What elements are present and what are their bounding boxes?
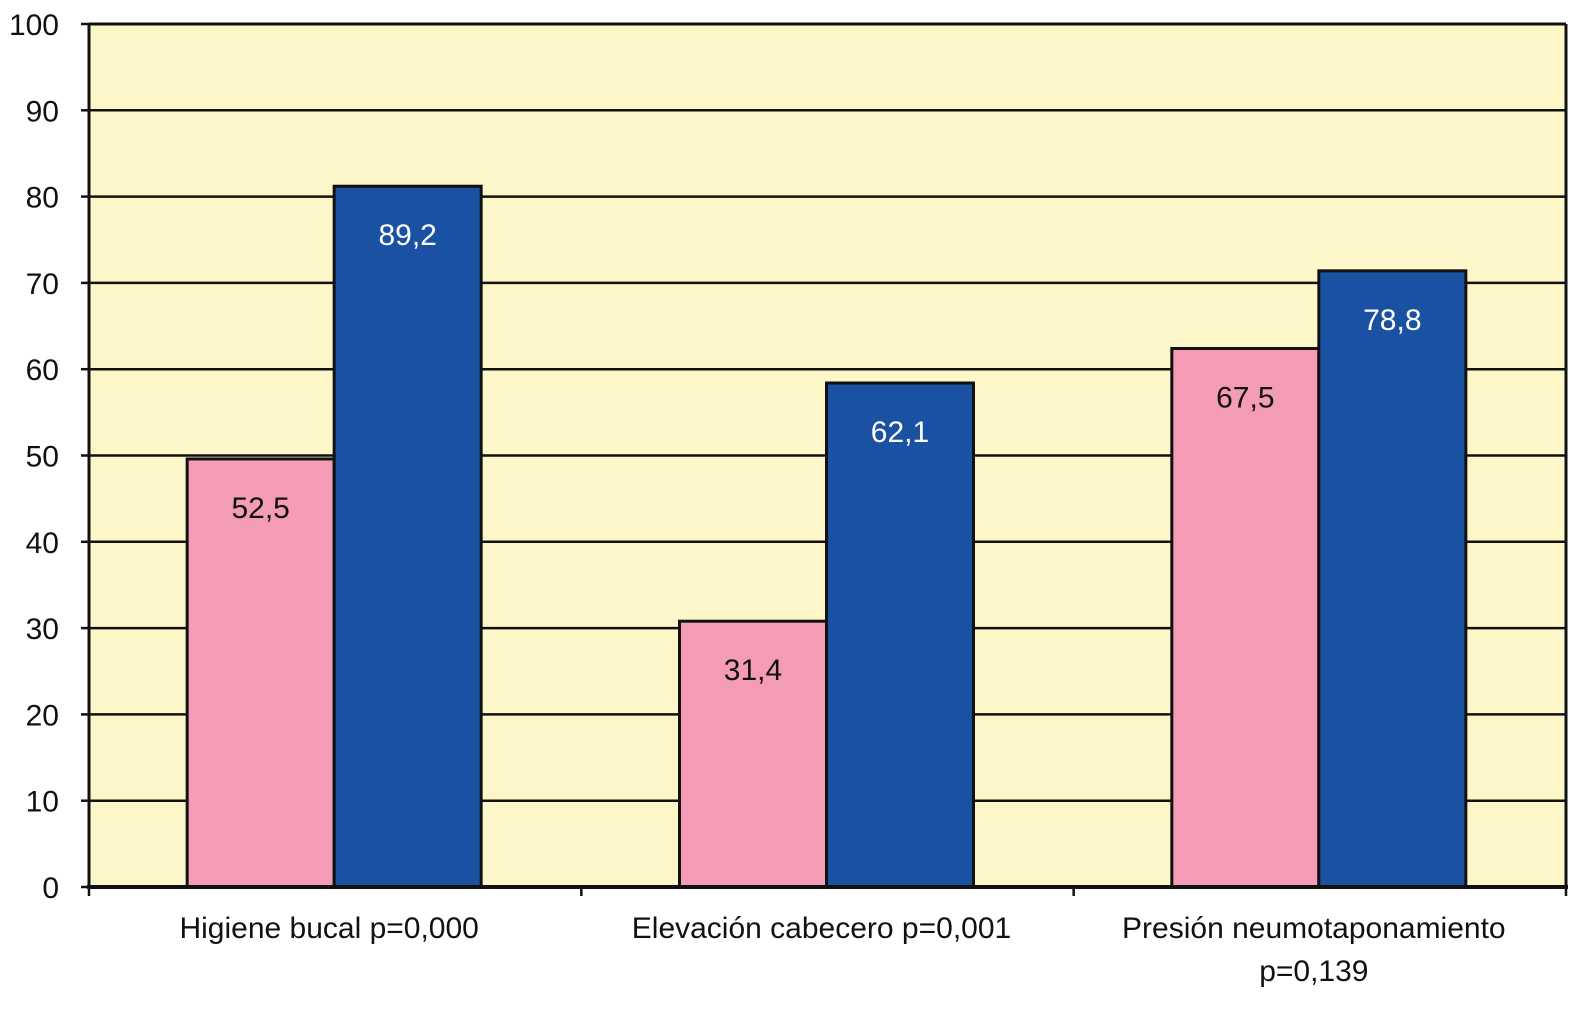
bar <box>825 381 975 889</box>
y-tick-label: 30 <box>26 613 59 646</box>
bar <box>678 619 828 889</box>
y-tick-label: 100 <box>9 9 59 42</box>
y-tick-label: 60 <box>26 354 59 387</box>
labels: 0 10 20 30 40 50 60 70 80 90 100 52,5 89,2 31,4 62,1 67… <box>9 9 1506 988</box>
bar-value-label: 78,8 <box>1363 304 1421 337</box>
bar-value-label: 67,5 <box>1216 381 1274 414</box>
y-tick-label: 10 <box>26 786 59 819</box>
bar-value-label: 89,2 <box>378 219 436 252</box>
bar <box>332 184 483 889</box>
y-tick-label: 0 <box>42 872 59 905</box>
axes <box>81 22 1568 896</box>
y-tick-label: 90 <box>26 95 59 128</box>
bar-value-label: 31,4 <box>724 654 782 687</box>
bar <box>1170 346 1321 889</box>
y-tick-label: 40 <box>26 527 59 560</box>
x-category-label: p=0,139 <box>1259 955 1368 988</box>
x-category-label: Elevación cabecero p=0,001 <box>632 912 1011 945</box>
y-tick-label: 70 <box>26 268 59 301</box>
y-tick-label: 80 <box>26 182 59 215</box>
y-tick-label: 20 <box>26 699 59 732</box>
bar-value-label: 52,5 <box>231 492 289 525</box>
bar <box>1317 269 1468 889</box>
x-category-label: Higiene bucal p=0,000 <box>179 912 478 945</box>
x-category-label: Presión neumotaponamiento <box>1122 912 1506 945</box>
y-tick-label: 50 <box>26 441 59 474</box>
bars <box>185 184 1468 889</box>
bar <box>185 457 336 889</box>
bar-value-label: 62,1 <box>871 416 929 449</box>
